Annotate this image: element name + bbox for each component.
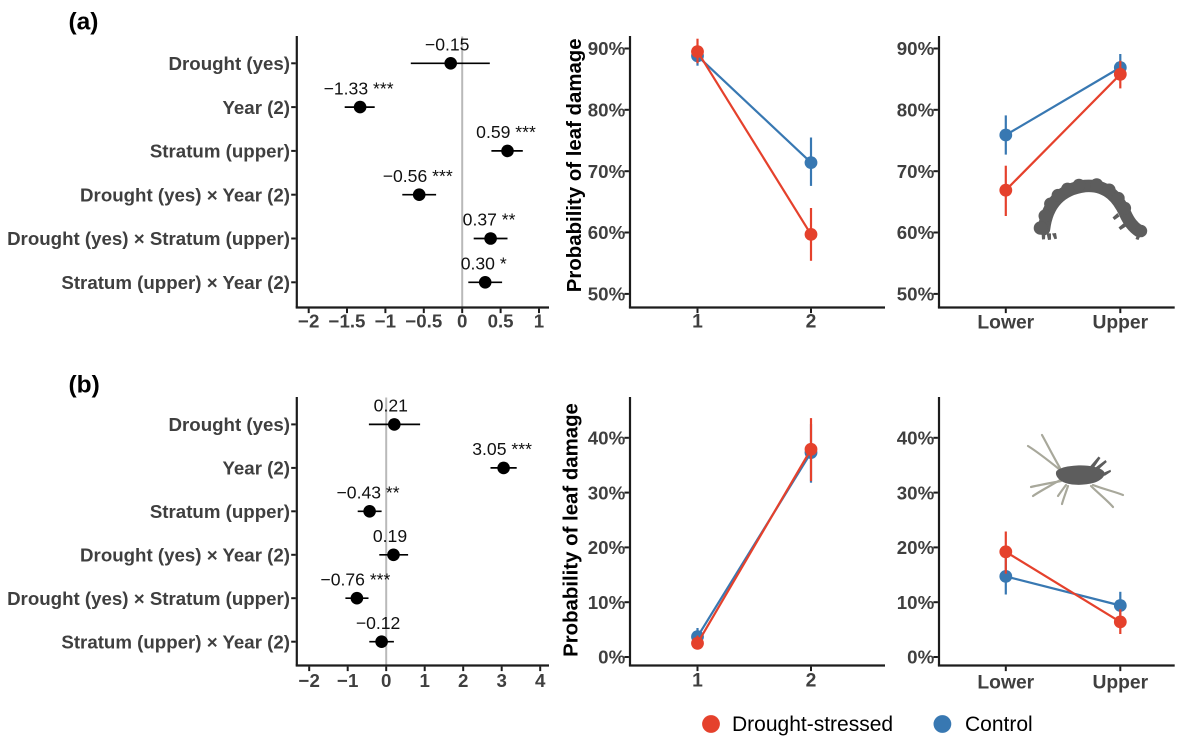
svg-text:1: 1 [692, 670, 703, 691]
svg-text:0.21: 0.21 [374, 396, 408, 416]
svg-text:Stratum (upper) × Year (2): Stratum (upper) × Year (2) [61, 272, 290, 293]
svg-text:40%: 40% [897, 428, 935, 449]
svg-text:−1: −1 [337, 670, 358, 691]
svg-text:−1.5: −1.5 [329, 311, 366, 332]
svg-text:Lower: Lower [977, 673, 1034, 694]
svg-text:Probability of leaf damage: Probability of leaf damage [564, 38, 586, 292]
svg-text:Drought (yes) × Stratum (upper: Drought (yes) × Stratum (upper) [7, 228, 290, 249]
svg-text:Stratum (upper): Stratum (upper) [150, 501, 290, 522]
svg-text:0%: 0% [598, 647, 625, 668]
svg-text:80%: 80% [588, 100, 626, 121]
svg-text:30%: 30% [897, 482, 935, 503]
svg-text:Year (2): Year (2) [222, 97, 290, 118]
svg-text:50%: 50% [897, 284, 935, 305]
svg-text:(a): (a) [69, 8, 99, 35]
svg-text:Stratum (upper): Stratum (upper) [150, 141, 290, 162]
svg-text:0.59 ***: 0.59 *** [476, 122, 536, 142]
svg-text:Control: Control [965, 713, 1033, 736]
svg-text:Probability of leaf damage: Probability of leaf damage [561, 403, 583, 657]
svg-text:50%: 50% [588, 284, 626, 305]
svg-text:−1.33 ***: −1.33 *** [324, 78, 394, 98]
svg-text:Year (2): Year (2) [222, 458, 290, 479]
svg-text:Upper: Upper [1092, 312, 1148, 333]
svg-text:(b): (b) [69, 372, 100, 399]
svg-text:20%: 20% [588, 537, 626, 558]
svg-text:Upper: Upper [1092, 673, 1148, 694]
svg-text:4: 4 [535, 670, 546, 691]
svg-text:−0.56 ***: −0.56 *** [383, 166, 453, 186]
svg-text:30%: 30% [588, 482, 626, 503]
svg-text:60%: 60% [897, 222, 935, 243]
svg-text:−0.76 ***: −0.76 *** [320, 569, 390, 589]
svg-text:−1: −1 [375, 311, 396, 332]
svg-text:20%: 20% [897, 537, 935, 558]
svg-text:0.37 **: 0.37 ** [463, 210, 516, 230]
svg-text:−2: −2 [299, 670, 320, 691]
svg-text:−0.43 **: −0.43 ** [337, 483, 400, 503]
svg-text:1: 1 [419, 670, 429, 691]
svg-text:Drought (yes): Drought (yes) [169, 53, 290, 74]
svg-text:Drought (yes): Drought (yes) [169, 414, 290, 435]
svg-text:Drought-stressed: Drought-stressed [732, 713, 893, 736]
svg-text:0.30 *: 0.30 * [461, 254, 507, 274]
svg-text:90%: 90% [588, 38, 626, 59]
svg-text:2: 2 [458, 670, 468, 691]
svg-text:70%: 70% [588, 161, 626, 182]
svg-text:1: 1 [534, 311, 544, 332]
svg-text:1: 1 [692, 311, 703, 332]
svg-text:10%: 10% [588, 592, 626, 613]
svg-text:−0.15: −0.15 [425, 35, 470, 55]
svg-text:90%: 90% [897, 38, 935, 59]
svg-text:−2: −2 [298, 311, 319, 332]
svg-text:0.5: 0.5 [488, 311, 514, 332]
svg-text:0: 0 [457, 311, 467, 332]
svg-text:10%: 10% [897, 592, 935, 613]
svg-text:Drought (yes) × Year (2): Drought (yes) × Year (2) [80, 545, 290, 566]
svg-text:60%: 60% [588, 222, 626, 243]
svg-text:0: 0 [381, 670, 391, 691]
svg-text:Stratum (upper) × Year (2): Stratum (upper) × Year (2) [61, 631, 290, 652]
svg-text:−0.12: −0.12 [356, 613, 401, 633]
svg-text:2: 2 [806, 670, 817, 691]
svg-text:Drought (yes) × Stratum (upper: Drought (yes) × Stratum (upper) [7, 588, 290, 609]
svg-text:2: 2 [806, 311, 817, 332]
svg-text:−0.5: −0.5 [405, 311, 442, 332]
svg-text:80%: 80% [897, 100, 935, 121]
svg-text:0.19: 0.19 [373, 526, 407, 546]
svg-text:40%: 40% [588, 428, 626, 449]
svg-text:70%: 70% [897, 161, 935, 182]
svg-text:Lower: Lower [977, 312, 1034, 333]
svg-text:3: 3 [496, 670, 506, 691]
svg-text:Drought (yes) × Year (2): Drought (yes) × Year (2) [80, 184, 290, 205]
svg-text:0%: 0% [907, 647, 934, 668]
svg-text:3.05 ***: 3.05 *** [472, 439, 532, 459]
